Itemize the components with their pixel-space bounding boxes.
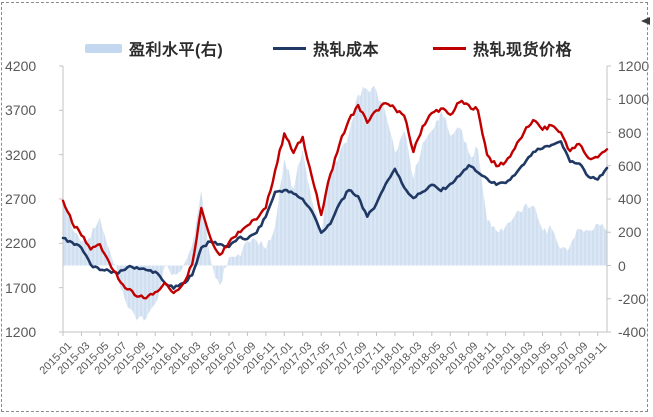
line-swatch-icon [273,46,306,50]
legend-item-0[interactable]: 盈利水平(右) [85,38,224,59]
legend-item-2[interactable]: 热轧现货价格 [433,38,573,59]
right-axis-tick-label: -400 [618,324,647,340]
legend-label: 盈利水平(右) [129,42,224,59]
right-axis-tick-label: -200 [618,290,647,307]
legend-label: 热轧现货价格 [473,42,573,59]
right-axis-tick-label: 1200 [618,58,650,74]
right-axis-tick-label: 400 [618,191,642,207]
right-axis-tick-label: 800 [618,124,642,141]
left-axis-tick-label: 1700 [5,279,37,296]
price-line-series [61,99,609,300]
right-axis-tick-label: 0 [618,257,626,274]
profit-area-series [63,85,607,321]
left-axis-tick-label: 3700 [5,102,37,119]
left-axis-tick-label: 2200 [5,235,37,252]
right-axis-tick-label: 1000 [618,91,650,108]
legend-item-1[interactable]: 热轧成本 [273,38,380,59]
cost-line-series [61,140,609,290]
left-axis-tick-label: 3200 [5,146,37,163]
left-axis-tick-label: 4200 [5,58,37,74]
right-axis-tick-label: 600 [618,157,642,174]
right-axis-tick-label: 200 [618,224,642,241]
area-swatch-icon [85,43,122,53]
left-axis-tick-label: 1200 [5,324,37,340]
left-axis-tick-label: 2700 [5,191,37,207]
cursor-arrow-icon [641,17,650,25]
legend-label: 热轧成本 [313,42,380,59]
chart-legend: 盈利水平(右) 热轧成本 热轧现货价格 [0,38,653,62]
line-swatch-icon [433,46,466,50]
